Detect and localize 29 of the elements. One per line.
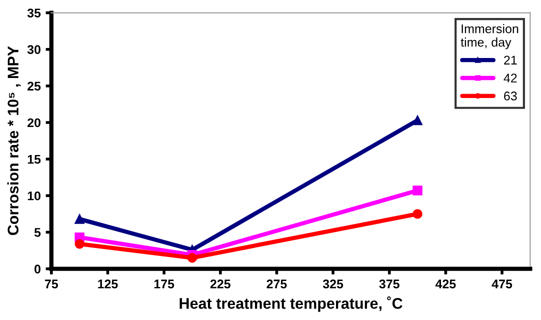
point — [74, 214, 84, 224]
x-tick-label: 375 — [379, 280, 400, 288]
x-axis-title: Heat treatment temperature, ˚C — [180, 296, 402, 312]
legend-label: 21 — [504, 56, 517, 64]
y-axis-title: Corrosion rate * 10⁵ , MPY — [7, 46, 21, 236]
legend-label: 42 — [504, 74, 517, 82]
point — [412, 186, 422, 196]
x-tick-label: 125 — [98, 280, 118, 288]
legend-label: 63 — [504, 92, 517, 100]
x-tick-label: 225 — [210, 280, 230, 288]
y-tick-label: 0 — [34, 264, 40, 274]
x-tick-label: 425 — [435, 280, 456, 288]
y-tick-label: 15 — [28, 155, 41, 164]
y-tick-label: 5 — [34, 228, 41, 237]
y-tick-label: 20 — [28, 118, 40, 128]
point — [412, 209, 422, 219]
x-tick-label: 275 — [266, 280, 287, 288]
legend-title: Immersion time, day — [460, 24, 518, 50]
x-tick-label: 475 — [492, 280, 512, 288]
point — [412, 115, 422, 126]
x-tick-label: 75 — [44, 280, 58, 288]
x-tick-label: 325 — [322, 280, 344, 288]
x-tick-label: 175 — [154, 280, 174, 288]
point — [187, 252, 198, 263]
y-tick-label: 25 — [28, 82, 41, 91]
y-tick-label: 35 — [27, 8, 41, 18]
y-tick-label: 10 — [28, 191, 40, 200]
point — [74, 239, 84, 249]
y-tick-label: 30 — [27, 45, 40, 54]
